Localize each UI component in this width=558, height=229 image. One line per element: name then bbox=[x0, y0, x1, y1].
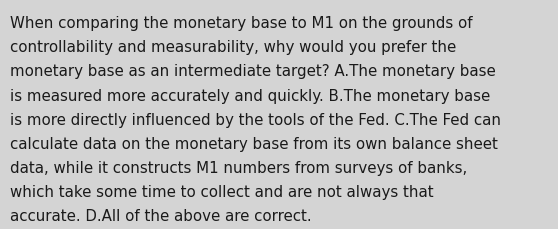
Text: accurate. D.All of the above are correct.: accurate. D.All of the above are correct… bbox=[10, 208, 312, 223]
Text: data, while it constructs M1 numbers from surveys of banks,: data, while it constructs M1 numbers fro… bbox=[10, 160, 467, 175]
Text: calculate data on the monetary base from its own balance sheet: calculate data on the monetary base from… bbox=[10, 136, 498, 151]
Text: controllability and measurability, why would you prefer the: controllability and measurability, why w… bbox=[10, 40, 456, 55]
Text: When comparing the monetary base to M1 on the grounds of: When comparing the monetary base to M1 o… bbox=[10, 16, 473, 31]
Text: monetary base as an intermediate target? A.The monetary base: monetary base as an intermediate target?… bbox=[10, 64, 496, 79]
Text: is measured more accurately and quickly. B.The monetary base: is measured more accurately and quickly.… bbox=[10, 88, 490, 103]
Text: which take some time to collect and are not always that: which take some time to collect and are … bbox=[10, 184, 434, 199]
Text: is more directly influenced by the tools of the Fed. C.The Fed can: is more directly influenced by the tools… bbox=[10, 112, 501, 127]
